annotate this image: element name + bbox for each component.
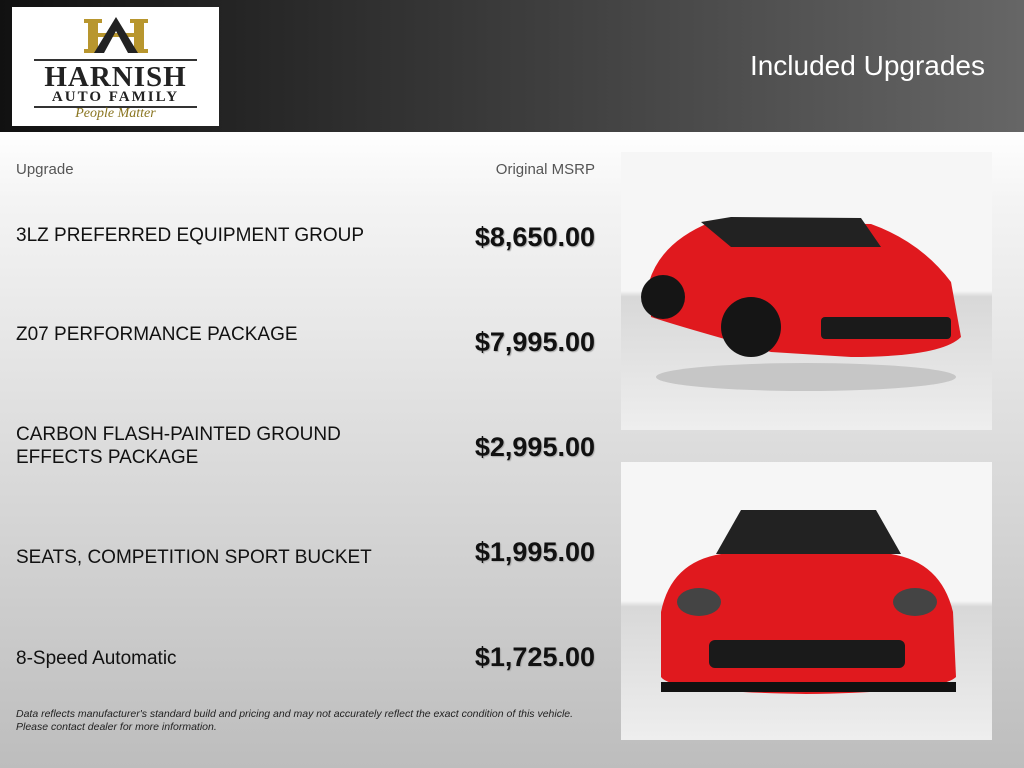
upgrade-name: CARBON FLASH-PAINTED GROUND EFFECTS PACK… <box>16 424 341 468</box>
logo-line2: AUTO FAMILY <box>34 90 197 108</box>
logo-tagline: People Matter <box>75 106 156 121</box>
column-header-upgrade: Upgrade <box>16 161 74 178</box>
upgrade-name: 3LZ PREFERRED EQUIPMENT GROUP <box>16 225 365 246</box>
logo-mark-icon <box>84 17 148 53</box>
disclaimer-line2: Please contact dealer for more informati… <box>16 721 217 733</box>
upgrade-price: $2,995.00 <box>474 432 595 462</box>
upgrade-price: $1,725.00 <box>474 642 595 672</box>
upgrade-price: $1,995.00 <box>474 537 595 567</box>
upgrade-name: SEATS, COMPETITION SPORT BUCKET <box>16 547 372 568</box>
disclaimer: Data reflects manufacturer's standard bu… <box>16 708 573 734</box>
upgrade-price: $8,650.00 <box>474 222 595 252</box>
disclaimer-line1: Data reflects manufacturer's standard bu… <box>16 708 574 720</box>
upgrade-name: Z07 PERFORMANCE PACKAGE <box>16 324 298 345</box>
logo-line1: HARNISH <box>34 59 197 93</box>
header-banner: HARNISH AUTO FAMILY People Matter Includ… <box>0 0 1024 132</box>
vehicle-photo-side <box>621 152 992 430</box>
upgrade-price: $7,995.00 <box>474 327 595 357</box>
page-title: Included Upgrades <box>749 50 985 81</box>
dealer-logo: HARNISH AUTO FAMILY People Matter <box>12 7 219 126</box>
vehicle-photo-front <box>621 462 992 740</box>
column-header-msrp: Original MSRP <box>495 161 595 178</box>
upgrade-name: 8-Speed Automatic <box>16 648 177 669</box>
